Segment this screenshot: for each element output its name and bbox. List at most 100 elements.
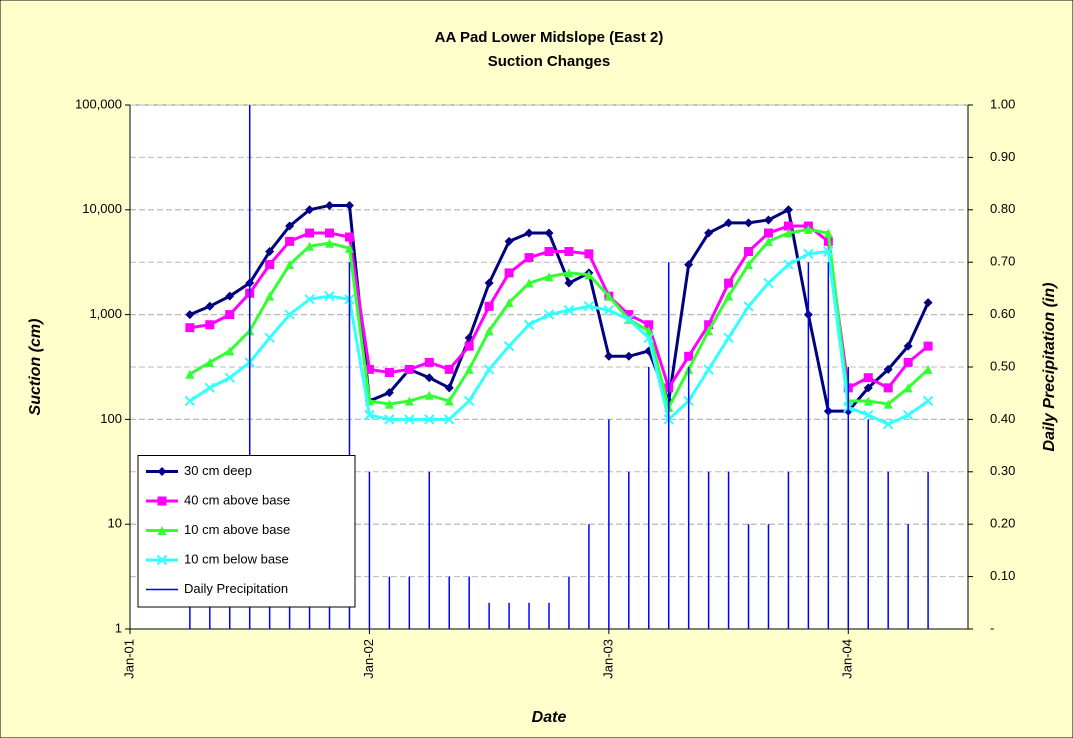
marker	[743, 301, 754, 312]
marker	[225, 310, 235, 320]
y-tick-label: 1,000	[89, 306, 122, 321]
marker	[205, 357, 215, 367]
y-tick-label: 10	[108, 516, 122, 531]
marker	[544, 272, 554, 282]
marker	[564, 268, 574, 278]
marker	[883, 364, 893, 374]
marker	[563, 305, 575, 316]
marker	[603, 305, 615, 316]
marker	[624, 351, 634, 361]
y2-tick-label: 0.60	[990, 306, 1015, 321]
y-tick-label: 100,000	[75, 96, 122, 111]
marker	[704, 228, 714, 238]
marker	[544, 247, 554, 257]
marker	[344, 243, 354, 253]
marker	[404, 396, 414, 406]
marker	[684, 351, 694, 361]
marker	[863, 373, 873, 383]
y2-tick-label: 0.40	[990, 411, 1015, 426]
marker	[304, 294, 315, 305]
marker	[704, 320, 714, 330]
marker	[643, 332, 654, 344]
marker	[863, 383, 873, 393]
marker	[225, 346, 235, 356]
marker	[624, 310, 634, 320]
marker	[523, 319, 535, 330]
marker	[903, 383, 913, 393]
marker	[783, 259, 794, 270]
x-tick-label: Jan-02	[361, 639, 376, 679]
legend-label: 30 cm deep	[184, 463, 252, 478]
marker	[284, 309, 295, 320]
marker	[205, 301, 215, 311]
x-tick-label: Jan-01	[121, 639, 136, 679]
marker	[504, 236, 514, 246]
y2-axis-title: Daily Precipitation (in)	[1041, 283, 1058, 452]
marker	[903, 357, 913, 367]
legend-label: Daily Precipitation	[184, 581, 288, 596]
marker	[265, 260, 275, 270]
marker	[424, 373, 434, 383]
marker	[883, 399, 893, 409]
marker	[744, 247, 754, 257]
marker	[724, 278, 734, 288]
marker	[184, 395, 196, 407]
marker	[922, 395, 934, 407]
marker	[882, 418, 894, 430]
marker	[783, 228, 793, 238]
marker	[644, 326, 654, 336]
marker	[543, 309, 555, 320]
marker	[204, 382, 216, 394]
y-tick-label: 10,000	[82, 201, 122, 216]
marker	[384, 368, 394, 378]
y2-tick-label: 0.30	[990, 463, 1015, 478]
marker	[604, 291, 614, 301]
y2-tick-label: 0.90	[990, 149, 1015, 164]
marker	[484, 301, 494, 311]
marker	[344, 200, 354, 210]
marker	[157, 526, 167, 535]
marker	[524, 228, 534, 238]
marker	[923, 341, 933, 351]
marker	[305, 228, 315, 238]
marker	[564, 278, 574, 288]
marker	[623, 314, 635, 325]
marker	[185, 369, 195, 379]
marker	[604, 351, 614, 361]
marker	[863, 396, 873, 406]
marker	[803, 224, 813, 234]
legend-label: 10 cm below base	[184, 551, 289, 566]
marker	[584, 270, 594, 280]
chart-title: AA Pad Lower Midslope (East 2)	[435, 29, 664, 46]
marker	[763, 228, 773, 238]
marker	[763, 277, 774, 289]
marker	[463, 395, 475, 407]
legend-label: 10 cm above base	[184, 522, 290, 537]
marker	[364, 364, 374, 374]
marker	[185, 323, 195, 333]
marker	[564, 247, 574, 257]
x-tick-label: Jan-03	[600, 639, 615, 679]
marker	[803, 248, 814, 260]
marker	[504, 268, 514, 278]
marker	[464, 341, 474, 351]
marker	[325, 200, 335, 210]
y2-tick-label: 0.10	[990, 568, 1015, 583]
marker	[384, 388, 394, 398]
marker	[503, 340, 515, 352]
marker	[744, 218, 754, 228]
marker	[524, 278, 534, 288]
marker	[157, 496, 167, 506]
marker	[364, 409, 375, 421]
marker	[704, 326, 714, 336]
marker	[903, 341, 913, 351]
marker	[404, 364, 414, 374]
y2-tick-label: 1.00	[990, 96, 1015, 111]
marker	[225, 291, 235, 301]
marker	[384, 414, 395, 425]
marker	[703, 364, 714, 375]
y2-tick-label: -	[990, 620, 994, 635]
marker	[157, 467, 167, 476]
marker	[902, 409, 914, 421]
